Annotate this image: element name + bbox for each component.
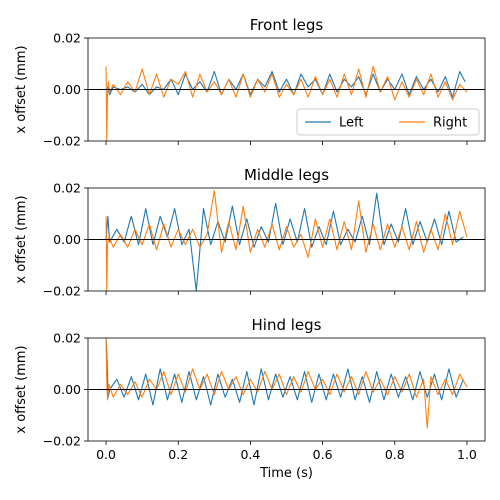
y-axis-label: x offset (mm) xyxy=(14,45,29,133)
x-tick-label: 0.2 xyxy=(168,447,188,462)
y-tick-label: −0.02 xyxy=(43,284,81,299)
x-axis-label: Time (s) xyxy=(259,466,313,481)
legend-box xyxy=(296,108,480,136)
series-line-left xyxy=(105,192,464,291)
y-tick-label: 0.02 xyxy=(53,181,81,196)
series-line-right xyxy=(105,190,468,291)
y-tick-label: 0.00 xyxy=(53,82,81,97)
axes-frame xyxy=(87,337,486,442)
chart-title: Front legs xyxy=(250,16,324,34)
legend-label-right: Right xyxy=(433,116,467,131)
y-tick-label: −0.02 xyxy=(43,134,81,149)
series-line-right xyxy=(105,65,468,141)
chart-panel-3: Hind legs x offset (mm) −0.02 0.00 0.02 0.0 0.… xyxy=(14,316,486,481)
y-tick-label: 0.00 xyxy=(53,232,81,247)
y-tick-label: −0.02 xyxy=(43,434,81,449)
chart-panel-2: Middle legs x offset (mm) −0.02 0.00 0.02 xyxy=(14,166,486,299)
x-tick-label: 0.6 xyxy=(313,447,333,462)
chart-title: Middle legs xyxy=(244,166,329,184)
chart-title: Hind legs xyxy=(252,316,322,334)
y-axis-label: x offset (mm) xyxy=(14,195,29,283)
legend-label-left: Left xyxy=(339,116,363,131)
y-tick-label: 0.02 xyxy=(53,31,81,46)
x-tick-label: 1.0 xyxy=(457,447,477,462)
series-line-right xyxy=(105,338,468,429)
y-axis-label: x offset (mm) xyxy=(14,345,29,433)
series-line-left xyxy=(105,338,464,406)
chart-panel-1: Front legs x offset (mm) −0.02 0.00 0.02 Left… xyxy=(14,16,486,149)
x-tick-label: 0.8 xyxy=(385,447,405,462)
y-tick-label: 0.00 xyxy=(53,382,81,397)
y-tick-label: 0.02 xyxy=(53,331,81,346)
axes-frame xyxy=(87,187,486,292)
x-tick-label: 0.4 xyxy=(240,447,260,462)
legend: Left Right xyxy=(296,108,480,136)
x-tick-label: 0.0 xyxy=(96,447,116,462)
axes-frame xyxy=(87,37,486,142)
